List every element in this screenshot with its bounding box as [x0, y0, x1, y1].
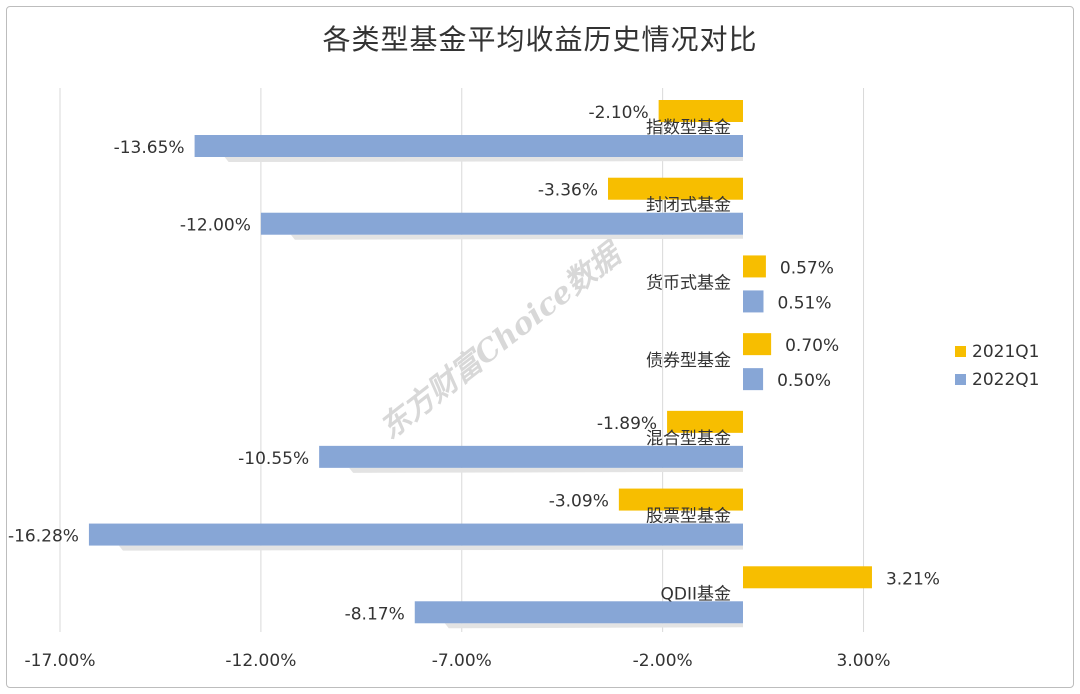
data-label: -10.55%	[238, 449, 309, 469]
category-label: 货币式基金	[646, 273, 731, 293]
bar-2022Q1	[319, 445, 743, 468]
bar-2021Q1	[608, 177, 743, 200]
data-label: -2.10%	[588, 103, 648, 123]
bar-2021Q1	[618, 488, 743, 511]
x-tick-label: -17.00%	[25, 651, 96, 671]
legend-label: 2021Q1	[972, 342, 1039, 362]
x-tick-label: -7.00%	[432, 651, 492, 671]
bar-2021Q1	[743, 566, 872, 589]
bar-shadow	[224, 157, 743, 162]
x-tick-label: 3.00%	[837, 651, 891, 671]
data-labels: -2.10% -13.65% -3.36% -12.00% 0.57% 0.51% 0.70…	[8, 103, 940, 624]
bar-2022Q1	[194, 135, 743, 157]
data-label: 0.50%	[777, 371, 831, 391]
data-label: -1.89%	[597, 414, 657, 434]
bar-2022Q1	[743, 368, 764, 391]
watermark: 东方财富Choice数据	[373, 234, 631, 446]
bar-2021Q1	[743, 333, 772, 356]
chart-frame	[6, 6, 1074, 688]
data-label: -3.36%	[538, 181, 598, 201]
bar-2022Q1	[88, 523, 743, 546]
category-label: 混合型基金	[646, 429, 731, 449]
category-label: 指数型基金	[646, 118, 731, 138]
bar-shadow	[349, 467, 743, 473]
data-label: -13.65%	[114, 138, 185, 158]
bars	[88, 100, 872, 629]
data-label: -12.00%	[180, 216, 251, 236]
data-label: 0.51%	[777, 293, 831, 313]
category-label: QDII基金	[661, 584, 732, 604]
legend-swatch-2022Q1	[955, 374, 966, 385]
bar-2022Q1	[414, 601, 743, 624]
data-label: 0.70%	[785, 336, 839, 356]
category-label: 股票型基金	[646, 507, 731, 527]
bar-shadow	[118, 545, 743, 551]
data-label: -3.09%	[549, 492, 609, 512]
x-tick-label: -12.00%	[225, 651, 296, 671]
x-tick-label: -2.00%	[633, 651, 693, 671]
bar-2022Q1	[260, 212, 743, 235]
legend-label: 2022Q1	[972, 370, 1039, 390]
bar-2021Q1	[667, 410, 743, 433]
bar-2022Q1	[743, 290, 764, 313]
bar-2021Q1	[658, 100, 743, 122]
category-label: 封闭式基金	[646, 196, 731, 216]
x-axis-ticks: -17.00% -12.00% -7.00% -2.00% 3.00%	[25, 651, 891, 671]
data-label: -16.28%	[8, 527, 79, 547]
bar-shadow	[290, 234, 743, 240]
bar-2021Q1	[743, 255, 766, 278]
data-label: 3.21%	[886, 569, 940, 589]
bar-shadow	[444, 623, 743, 629]
legend: 2021Q1 2022Q1	[955, 342, 1039, 390]
data-label: -8.17%	[345, 604, 405, 624]
category-label: 债券型基金	[646, 351, 731, 371]
legend-swatch-2021Q1	[955, 346, 966, 357]
data-label: 0.57%	[780, 258, 834, 278]
chart-title: 各类型基金平均收益历史情况对比	[322, 23, 758, 56]
